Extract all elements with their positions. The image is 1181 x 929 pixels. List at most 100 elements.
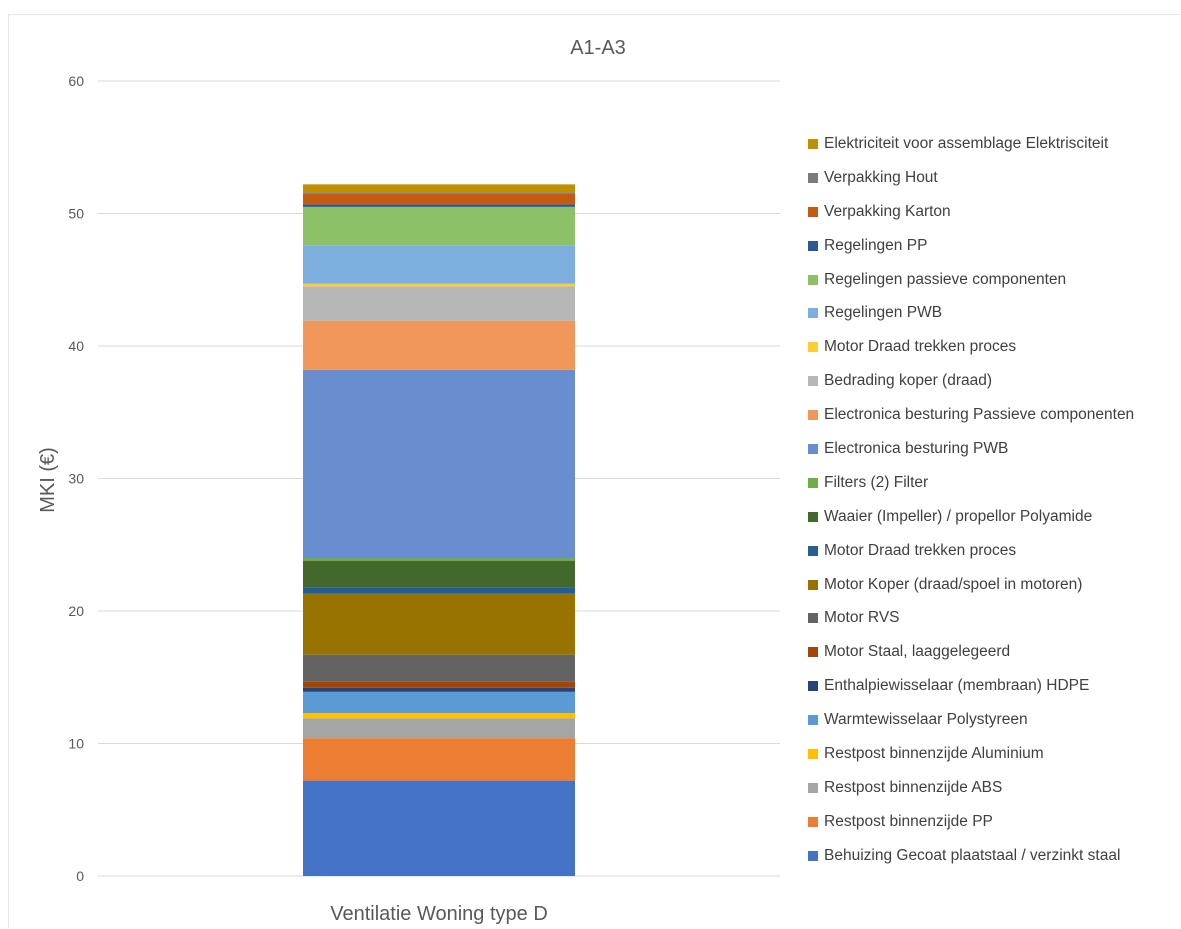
legend-label: Motor RVS <box>824 609 900 627</box>
legend: Elektriciteit voor assemblage Elektrisci… <box>808 127 1134 873</box>
legend-label: Regelingen PWB <box>824 304 943 322</box>
bar-segment <box>303 738 575 781</box>
y-tick-label: 0 <box>76 868 84 884</box>
legend-label: Warmtewisselaar Polystyreen <box>824 711 1028 729</box>
legend-item: Regelingen PP <box>808 229 1134 263</box>
legend-item: Elektriciteit voor assemblage Elektrisci… <box>808 127 1134 161</box>
bar-segment <box>303 687 575 692</box>
legend-label: Filters (2) Filter <box>824 473 929 491</box>
legend-swatch <box>808 138 818 149</box>
bar-segment <box>303 369 575 558</box>
legend-swatch <box>808 647 818 658</box>
chart-frame <box>8 14 1180 928</box>
legend-label: Motor Staal, laaggelegeerd <box>824 643 1011 661</box>
legend-swatch <box>808 816 818 827</box>
bar-segment <box>303 184 575 193</box>
legend-item: Restpost binnenzijde PP <box>808 805 1134 839</box>
legend-swatch <box>808 240 818 251</box>
legend-swatch <box>808 443 818 454</box>
bar-segment <box>303 780 575 876</box>
legend-label: Behuizing Gecoat plaatstaal / verzinkt s… <box>824 846 1121 864</box>
legend-label: Verpakking Karton <box>824 202 951 220</box>
legend-item: Electronica besturing PWB <box>808 432 1134 466</box>
legend-label: Motor Koper (draad/spoel in motoren) <box>824 575 1083 593</box>
bar-segment <box>303 286 575 321</box>
legend-item: Motor Draad trekken proces <box>808 534 1134 568</box>
legend-label: Restpost binnenzijde ABS <box>824 778 1003 796</box>
bar-segment <box>303 587 575 594</box>
y-tick-label: 50 <box>68 206 84 222</box>
bar-segment <box>303 193 575 205</box>
legend-swatch <box>808 274 818 285</box>
legend-item: Verpakking Hout <box>808 161 1134 195</box>
legend-item: Restpost binnenzijde Aluminium <box>808 737 1134 771</box>
legend-item: Motor Draad trekken proces <box>808 330 1134 364</box>
legend-item: Motor Staal, laaggelegeerd <box>808 635 1134 669</box>
legend-swatch <box>808 681 818 692</box>
legend-item: Motor RVS <box>808 601 1134 635</box>
legend-swatch <box>808 579 818 590</box>
legend-label: Regelingen passieve componenten <box>824 270 1067 288</box>
legend-label: Enthalpiewisselaar (membraan) HDPE <box>824 677 1090 695</box>
legend-swatch <box>808 172 818 183</box>
bar-segment <box>303 245 575 284</box>
legend-item: Regelingen PWB <box>808 296 1134 330</box>
legend-item: Filters (2) Filter <box>808 466 1134 500</box>
bar-segment <box>303 713 575 719</box>
legend-swatch <box>808 511 818 522</box>
legend-label: Regelingen PP <box>824 236 928 254</box>
legend-item: Warmtewisselaar Polystyreen <box>808 703 1134 737</box>
legend-item: Electronica besturing Passieve component… <box>808 398 1134 432</box>
legend-item: Behuizing Gecoat plaatstaal / verzinkt s… <box>808 839 1134 873</box>
legend-swatch <box>808 410 818 421</box>
x-category-label: Ventilatie Woning type D <box>330 903 548 925</box>
y-tick-label: 20 <box>68 603 84 619</box>
legend-item: Enthalpiewisselaar (membraan) HDPE <box>808 669 1134 703</box>
legend-label: Restpost binnenzijde Aluminium <box>824 744 1044 762</box>
legend-item: Regelingen passieve componenten <box>808 263 1134 297</box>
legend-swatch <box>808 477 818 488</box>
legend-label: Electronica besturing PWB <box>824 439 1009 457</box>
bar-segment <box>303 691 575 714</box>
legend-swatch <box>808 748 818 759</box>
chart-title: A1-A3 <box>570 37 626 59</box>
y-tick-label: 30 <box>68 471 84 487</box>
legend-swatch <box>808 715 818 726</box>
legend-label: Waaier (Impeller) / propellor Polyamide <box>824 507 1093 525</box>
legend-item: Motor Koper (draad/spoel in motoren) <box>808 568 1134 602</box>
bar-segment <box>303 654 575 682</box>
legend-label: Motor Draad trekken proces <box>824 338 1017 356</box>
bar-segment <box>303 204 575 207</box>
legend-item: Restpost binnenzijde ABS <box>808 771 1134 805</box>
bar-segment <box>303 718 575 739</box>
legend-label: Motor Draad trekken proces <box>824 541 1017 559</box>
y-axis-label: MKI (€) <box>37 447 59 513</box>
legend-item: Bedrading koper (draad) <box>808 364 1134 398</box>
legend-swatch <box>808 545 818 556</box>
legend-swatch <box>808 308 818 319</box>
legend-label: Verpakking Hout <box>824 168 938 186</box>
y-tick-label: 60 <box>68 73 84 89</box>
y-tick-label: 40 <box>68 338 84 354</box>
bar-segment <box>303 681 575 688</box>
legend-swatch <box>808 850 818 861</box>
bar-segment <box>303 560 575 588</box>
legend-label: Bedrading koper (draad) <box>824 372 993 390</box>
y-tick-label: 10 <box>68 736 84 752</box>
legend-item: Waaier (Impeller) / propellor Polyamide <box>808 500 1134 534</box>
legend-swatch <box>808 613 818 624</box>
legend-label: Elektriciteit voor assemblage Elektrisci… <box>824 134 1109 152</box>
legend-swatch <box>808 376 818 387</box>
bar-segment <box>303 593 575 655</box>
bar-segment <box>303 558 575 561</box>
legend-label: Electronica besturing Passieve component… <box>824 406 1135 424</box>
legend-swatch <box>808 782 818 793</box>
bar-segment <box>303 320 575 370</box>
bar-segment <box>303 283 575 287</box>
bar-segment <box>303 192 575 194</box>
legend-swatch <box>808 342 818 353</box>
legend-swatch <box>808 206 818 217</box>
bar-segment <box>303 206 575 246</box>
legend-label: Restpost binnenzijde PP <box>824 812 993 830</box>
